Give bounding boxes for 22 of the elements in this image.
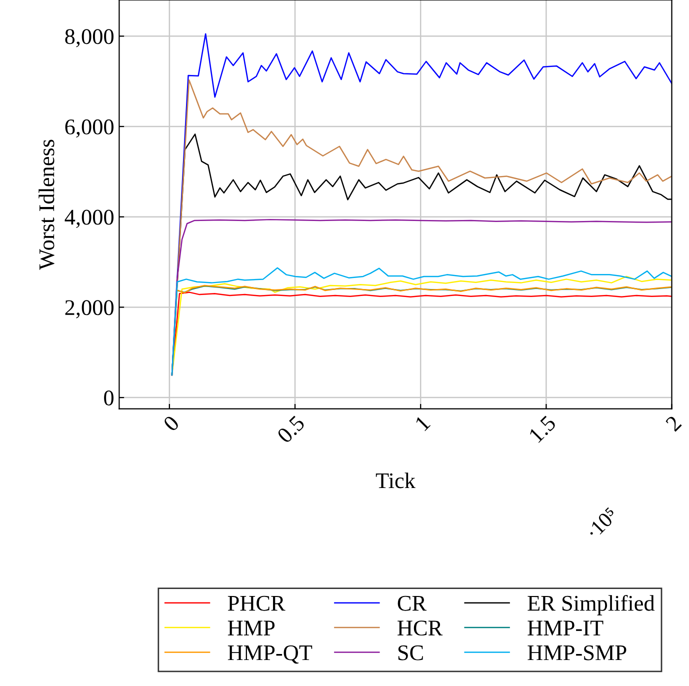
y-axis-title: Worst Idleness [38, 140, 54, 270]
legend-label: PHCR [228, 596, 286, 611]
legend-label: HMP-IT [528, 620, 604, 636]
legend-label: CR [398, 596, 427, 611]
y-tick-label: 6,000 [65, 119, 114, 138]
legend-label: HMP-QT [228, 645, 312, 664]
x-tick-label: 1 [414, 415, 431, 432]
text: ·10⁵ [586, 506, 618, 540]
x-tick-label: 1.5 [528, 414, 557, 444]
x-tick-label: 0.5 [276, 414, 306, 444]
legend-label: HMP-SMP [528, 645, 626, 660]
legend-label: ER Simplified [528, 594, 655, 616]
y-tick-label: 8,000 [65, 29, 114, 48]
x-axis-title: Tick [376, 472, 416, 488]
x-tick-label: 2 [665, 415, 682, 432]
y-tick-label: 0 [104, 390, 114, 406]
legend-label: HCR [398, 620, 443, 636]
y-tick-label: 2,000 [65, 300, 114, 318]
legend-label: SC [398, 645, 423, 660]
x-tick-label: 0 [162, 414, 180, 432]
legend-label: HMP [228, 620, 275, 636]
y-tick-label: 4,000 [64, 210, 114, 228]
